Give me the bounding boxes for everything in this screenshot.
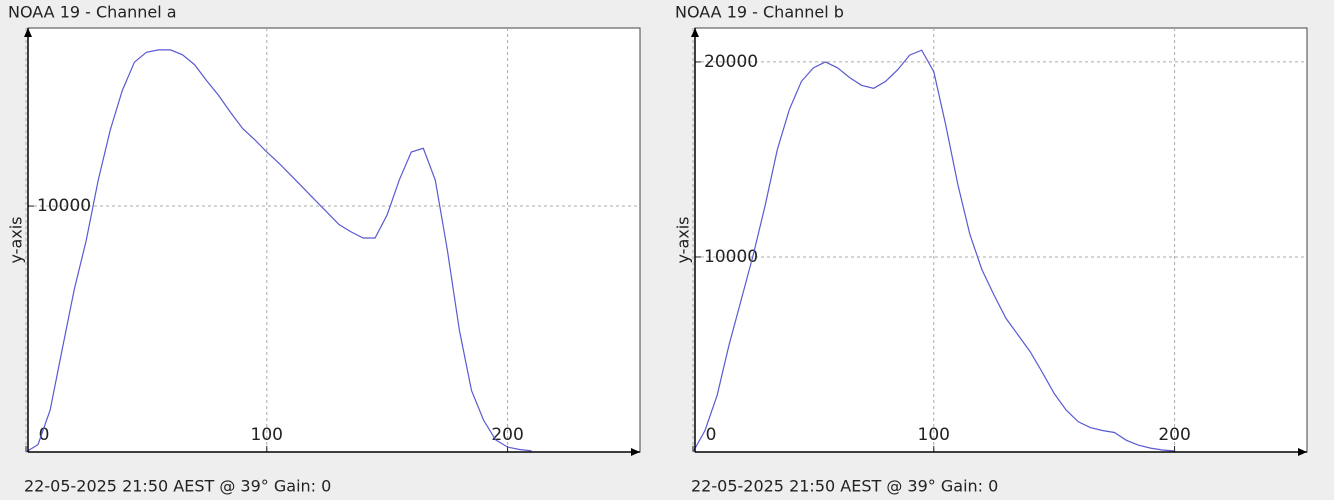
y-axis-label: y-axis: [674, 216, 693, 263]
y-axis-label: y-axis: [7, 216, 26, 263]
y-arrow: [24, 28, 32, 37]
x-arrow: [631, 448, 640, 456]
x-tick-label: 0: [706, 425, 717, 445]
data-line: [25, 49, 532, 453]
x-arrow: [1298, 448, 1307, 456]
plot-area: [694, 27, 1308, 453]
data-line: [692, 49, 1175, 453]
caption: 22-05-2025 21:50 AEST @ 39° Gain: 0: [24, 477, 331, 496]
y-arrow: [691, 28, 699, 37]
plot-area: [27, 27, 641, 453]
x-tick-label: 100: [918, 425, 950, 445]
y-tick-label: 20000: [704, 52, 758, 72]
chart-title: NOAA 19 - Channel a: [8, 3, 177, 22]
y-tick-label: 10000: [37, 196, 91, 216]
x-tick-label: 200: [1158, 425, 1190, 445]
y-tick-label: 10000: [704, 247, 758, 267]
x-tick-label: 100: [251, 425, 283, 445]
x-tick-label: 0: [39, 425, 50, 445]
chart-title: NOAA 19 - Channel b: [675, 3, 844, 22]
caption: 22-05-2025 21:50 AEST @ 39° Gain: 0: [691, 477, 998, 496]
x-tick-label: 200: [491, 425, 523, 445]
